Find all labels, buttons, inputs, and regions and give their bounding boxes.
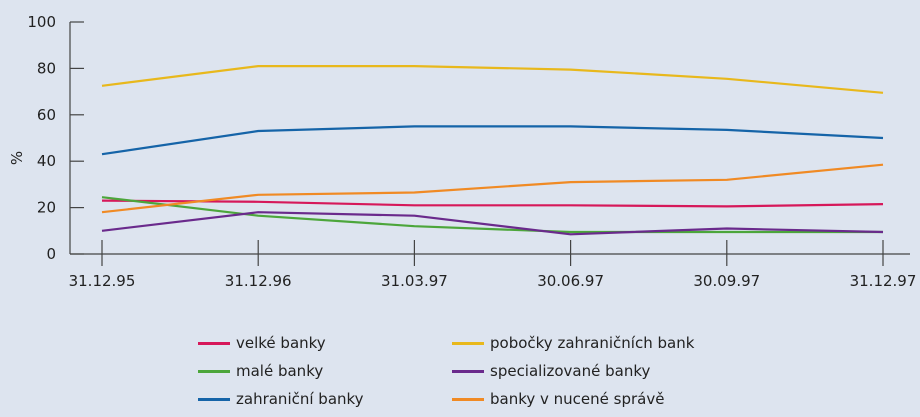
series-layer xyxy=(101,64,884,236)
y-tick-label: 80 xyxy=(37,59,56,77)
legend: velké banky malé banky zahraniční banky … xyxy=(198,330,758,414)
legend-item-zahranicni-banky: zahraniční banky xyxy=(198,386,364,412)
series-line xyxy=(101,211,884,236)
series-line xyxy=(101,196,883,234)
legend-label: banky v nucené správě xyxy=(490,390,665,408)
line-chart: 0 20 40 60 80 100 31.12.95 31.12.96 31.03.97 30.0… xyxy=(8,13,916,290)
x-tick-label: 31.12.97 xyxy=(850,272,917,290)
legend-swatch xyxy=(198,341,230,345)
legend-item-specializovane: specializované banky xyxy=(452,358,650,384)
legend-item-male-banky: malé banky xyxy=(198,358,323,384)
x-tick-label: 30.09.97 xyxy=(693,272,760,290)
legend-swatch xyxy=(452,397,484,401)
legend-label: specializované banky xyxy=(490,362,651,380)
legend-item-nucena-sprava: banky v nucené správě xyxy=(452,386,664,412)
legend-item-pobocky: pobočky zahraničních bank xyxy=(452,330,694,356)
y-tick-label: 0 xyxy=(46,245,56,263)
series-line xyxy=(101,64,884,94)
legend-label: pobočky zahraničních bank xyxy=(490,334,695,352)
y-tick-label: 100 xyxy=(27,13,56,31)
legend-swatch xyxy=(198,397,230,401)
y-tick-label: 40 xyxy=(37,152,56,170)
tick-labels: 0 20 40 60 80 100 31.12.95 31.12.96 31.03.97 30.0… xyxy=(27,13,916,290)
y-tick-label: 60 xyxy=(37,106,56,124)
legend-swatch xyxy=(198,369,230,373)
y-axis-label: % xyxy=(8,151,26,165)
x-tick-label: 30.06.97 xyxy=(537,272,604,290)
legend-label: velké banky xyxy=(236,334,326,352)
series-line xyxy=(101,199,884,208)
legend-swatch xyxy=(452,341,484,345)
y-tick-label: 20 xyxy=(37,199,56,217)
axes xyxy=(69,21,910,266)
series-line xyxy=(101,163,884,214)
x-tick-label: 31.12.96 xyxy=(225,272,292,290)
series-line xyxy=(101,125,884,156)
legend-swatch xyxy=(452,369,484,373)
legend-label: zahraniční banky xyxy=(236,390,364,408)
x-tick-label: 31.12.95 xyxy=(69,272,136,290)
legend-item-velke-banky: velké banky xyxy=(198,330,326,356)
legend-label: malé banky xyxy=(236,362,324,380)
x-tick-label: 31.03.97 xyxy=(381,272,448,290)
